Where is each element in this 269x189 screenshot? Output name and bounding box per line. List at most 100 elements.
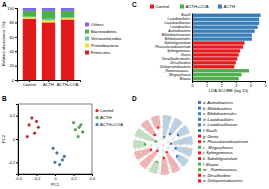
- tick: 40: [10, 49, 17, 54]
- branch: [176, 157, 180, 161]
- node: [173, 138, 174, 139]
- bar: [192, 57, 237, 60]
- clade-node: [166, 151, 168, 153]
- branch: [142, 159, 147, 163]
- node: [177, 121, 178, 122]
- node: [156, 155, 157, 156]
- node: [166, 172, 167, 173]
- legend-swatch: [85, 37, 89, 41]
- clade-node: [157, 126, 159, 128]
- branch: [168, 148, 173, 151]
- label-swatch: [198, 151, 201, 154]
- bar-segment: [23, 11, 36, 17]
- clade-label: o: Deltaproteobacteria: [203, 178, 243, 183]
- branch: [158, 142, 163, 145]
- branch: [185, 141, 191, 143]
- branch: [157, 135, 160, 140]
- label-swatch: [198, 129, 201, 132]
- tick-mark: [15, 80, 17, 81]
- branch: [169, 118, 171, 124]
- branch: [136, 137, 142, 139]
- branch: [135, 141, 141, 143]
- point: [77, 135, 80, 138]
- node: [181, 165, 182, 166]
- node: [168, 155, 169, 156]
- legend-swatch: [95, 109, 98, 112]
- clade-labels: a: Actinobacteriab: Bifidobacteriac: Bif…: [198, 100, 249, 183]
- node: [158, 117, 159, 118]
- branch: [155, 166, 157, 172]
- node: [177, 168, 178, 169]
- branch: [175, 164, 178, 169]
- node: [188, 156, 189, 157]
- point: [80, 124, 83, 127]
- node: [167, 121, 168, 122]
- plot-area: [192, 14, 261, 81]
- clade-label: c: Bifidobacteriales: [203, 111, 237, 116]
- clade-label: m: _Ruminococcus_: [203, 167, 239, 172]
- tick-mark: [74, 174, 75, 176]
- legend-label: Firmicutes: [91, 50, 110, 55]
- node: [166, 117, 167, 118]
- bar: [192, 37, 252, 40]
- branch: [138, 154, 143, 156]
- node: [144, 165, 145, 166]
- node: [168, 161, 169, 162]
- branch: [166, 167, 168, 173]
- x-axis: 012345: [191, 81, 266, 88]
- node: [174, 170, 175, 171]
- tick-mark: [16, 139, 18, 140]
- clade-label: i: _Megasphaera: [203, 145, 234, 150]
- branch: [148, 152, 153, 156]
- node: [139, 159, 140, 160]
- bar: [192, 22, 259, 25]
- clade-node: [144, 143, 146, 145]
- tick-mark: [265, 81, 266, 83]
- branch: [149, 160, 153, 165]
- node: [189, 152, 190, 153]
- node: [144, 123, 145, 124]
- node: [134, 144, 135, 145]
- node: [147, 168, 148, 169]
- branch: [145, 162, 149, 167]
- legend-label: ACTH: [224, 4, 235, 9]
- branch: [142, 133, 147, 136]
- branch: [167, 156, 169, 162]
- branch: [158, 163, 159, 169]
- point: [74, 128, 77, 131]
- clade-label: j: Sphingomonas: [202, 150, 233, 155]
- branch: [152, 155, 156, 160]
- node: [141, 126, 142, 127]
- point: [33, 132, 36, 135]
- legend-swatch: [218, 5, 222, 9]
- tick: 60: [10, 35, 17, 40]
- bar-segment: [42, 11, 55, 19]
- node: [162, 172, 163, 173]
- branch: [136, 151, 142, 153]
- bar-segment: [61, 18, 74, 19]
- clade-label: g: Dorea: [203, 134, 219, 139]
- branch: [166, 135, 169, 140]
- clade-label: h: Phascolarctobacterium: [203, 139, 249, 144]
- bar: [192, 14, 261, 17]
- tick-label: 60: [10, 35, 15, 40]
- panel-label: C: [132, 1, 137, 8]
- branch: [179, 133, 184, 136]
- branch: [148, 134, 153, 138]
- legend-swatch: [85, 44, 89, 48]
- node: [174, 119, 175, 120]
- tick: -0.2: [34, 174, 41, 181]
- tick-mark: [15, 51, 17, 52]
- tick-mark: [250, 81, 251, 83]
- node: [138, 147, 139, 148]
- node: [142, 132, 143, 133]
- legend-label: Verrucomicrobia: [91, 36, 122, 41]
- tick-label: 0.2: [71, 177, 76, 181]
- branch: [169, 145, 175, 146]
- legend-swatch: [95, 116, 98, 119]
- point: [35, 120, 38, 123]
- branch: [166, 150, 169, 155]
- clade-node: [155, 140, 157, 142]
- label-swatch: [198, 157, 201, 160]
- ring: [139, 121, 187, 169]
